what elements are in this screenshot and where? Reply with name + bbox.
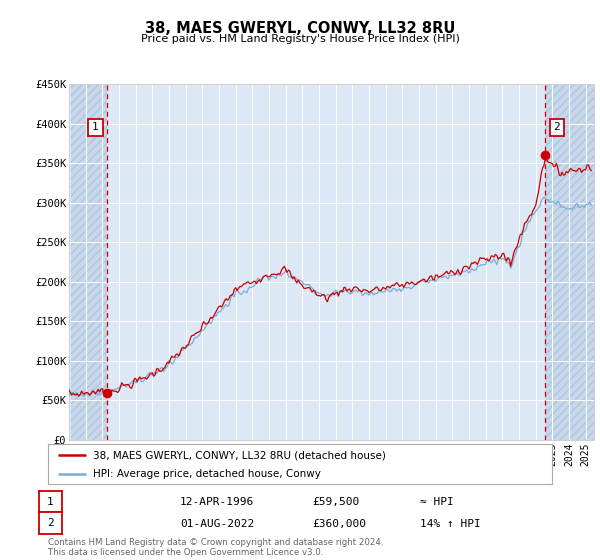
Text: Price paid vs. HM Land Registry's House Price Index (HPI): Price paid vs. HM Land Registry's House …: [140, 34, 460, 44]
Text: 1: 1: [47, 497, 54, 507]
Text: £59,500: £59,500: [312, 497, 359, 507]
Text: 14% ↑ HPI: 14% ↑ HPI: [420, 519, 481, 529]
Text: 38, MAES GWERYL, CONWY, LL32 8RU (detached house): 38, MAES GWERYL, CONWY, LL32 8RU (detach…: [94, 450, 386, 460]
Text: 12-APR-1996: 12-APR-1996: [180, 497, 254, 507]
Text: Contains HM Land Registry data © Crown copyright and database right 2024.
This d: Contains HM Land Registry data © Crown c…: [48, 538, 383, 557]
Text: 01-AUG-2022: 01-AUG-2022: [180, 519, 254, 529]
Text: HPI: Average price, detached house, Conwy: HPI: Average price, detached house, Conw…: [94, 469, 321, 478]
Text: ≈ HPI: ≈ HPI: [420, 497, 454, 507]
Bar: [71, 84, 107, 440]
Text: 38, MAES GWERYL, CONWY, LL32 8RU: 38, MAES GWERYL, CONWY, LL32 8RU: [145, 21, 455, 36]
Text: 2: 2: [47, 518, 54, 528]
Text: 2: 2: [554, 123, 560, 133]
Text: £360,000: £360,000: [312, 519, 366, 529]
Text: 1: 1: [92, 123, 99, 133]
Bar: [545, 84, 594, 440]
